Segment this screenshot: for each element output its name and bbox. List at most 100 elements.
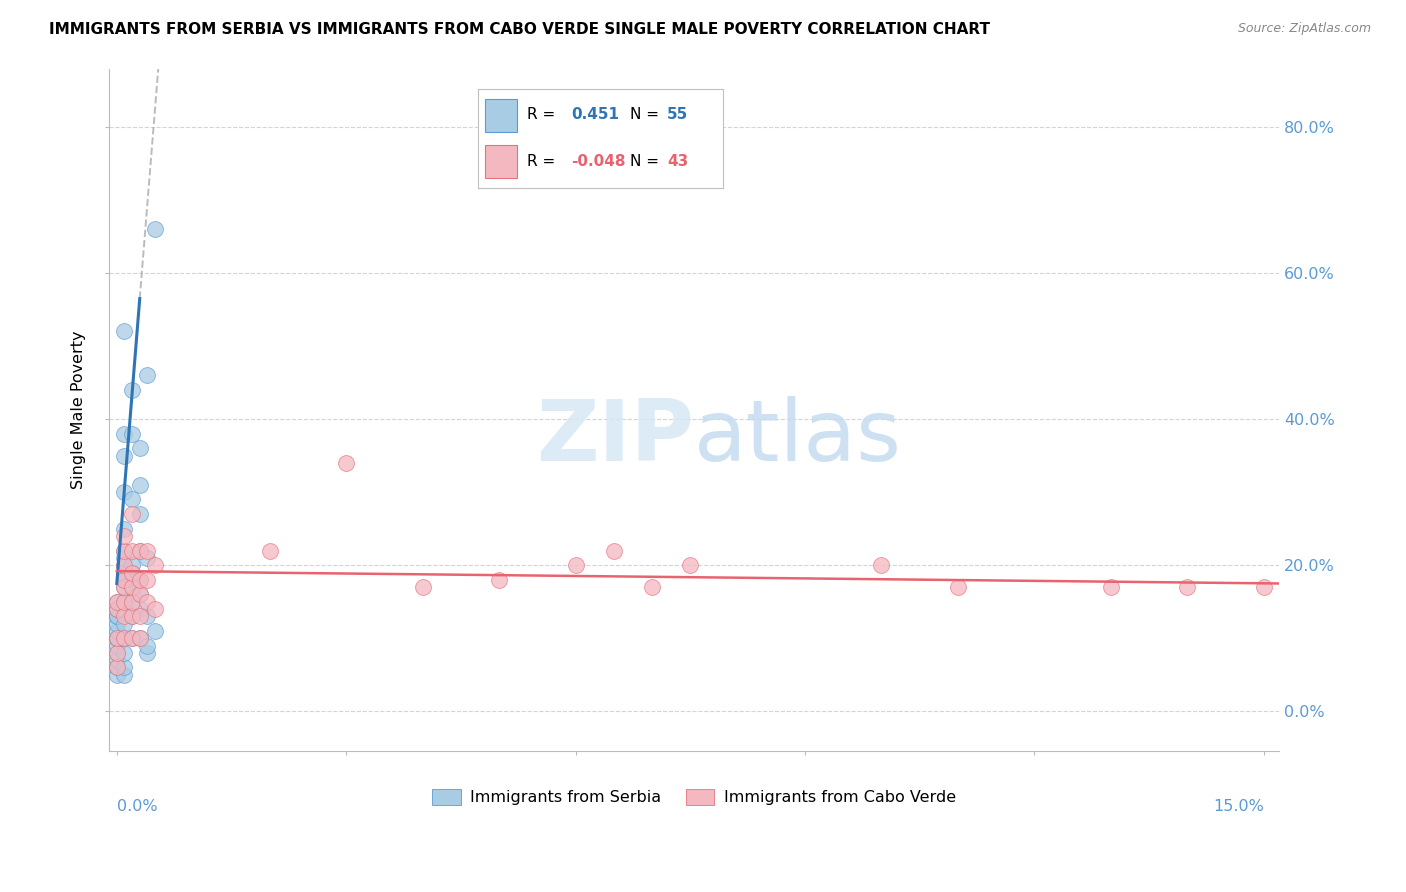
Point	[105, 667, 128, 681]
Point	[143, 624, 166, 638]
Point	[114, 426, 136, 441]
Point	[128, 442, 150, 456]
Point	[105, 639, 128, 653]
Point	[105, 609, 128, 624]
Point	[114, 325, 136, 339]
Point	[128, 602, 150, 616]
Point	[128, 573, 150, 587]
Point	[121, 558, 143, 573]
Point	[105, 632, 128, 646]
Point	[105, 653, 128, 667]
Point	[128, 507, 150, 521]
Point	[114, 573, 136, 587]
Point	[105, 646, 128, 660]
Point	[114, 609, 136, 624]
Legend: Immigrants from Serbia, Immigrants from Cabo Verde: Immigrants from Serbia, Immigrants from …	[426, 782, 963, 812]
Point	[143, 222, 166, 236]
Point	[121, 609, 143, 624]
Point	[121, 587, 143, 601]
Point	[114, 485, 136, 500]
Point	[105, 602, 128, 616]
Point	[128, 573, 150, 587]
Point	[121, 580, 143, 594]
Text: ZIP: ZIP	[536, 396, 695, 479]
Point	[121, 507, 143, 521]
Point	[1253, 580, 1275, 594]
Point	[870, 558, 893, 573]
Point	[105, 624, 128, 638]
Point	[128, 609, 150, 624]
Point	[105, 616, 128, 631]
Text: 0.0%: 0.0%	[117, 799, 157, 814]
Point	[105, 660, 128, 674]
Point	[105, 595, 128, 609]
Point	[128, 543, 150, 558]
Point	[114, 558, 136, 573]
Point	[114, 667, 136, 681]
Point	[128, 587, 150, 601]
Point	[114, 660, 136, 674]
Point	[641, 580, 664, 594]
Point	[114, 522, 136, 536]
Point	[136, 573, 159, 587]
Point	[114, 449, 136, 463]
Point	[114, 602, 136, 616]
Point	[114, 543, 136, 558]
Point	[114, 632, 136, 646]
Text: atlas: atlas	[695, 396, 903, 479]
Point	[679, 558, 702, 573]
Point	[128, 478, 150, 492]
Point	[412, 580, 434, 594]
Y-axis label: Single Male Poverty: Single Male Poverty	[72, 331, 86, 489]
Point	[114, 595, 136, 609]
Point	[603, 543, 626, 558]
Point	[121, 543, 143, 558]
Point	[114, 580, 136, 594]
Point	[105, 602, 128, 616]
Point	[114, 566, 136, 580]
Point	[143, 558, 166, 573]
Point	[335, 456, 357, 470]
Point	[121, 632, 143, 646]
Point	[105, 595, 128, 609]
Point	[1099, 580, 1122, 594]
Point	[1175, 580, 1198, 594]
Point	[114, 632, 136, 646]
Point	[105, 609, 128, 624]
Point	[114, 550, 136, 565]
Point	[128, 632, 150, 646]
Point	[128, 632, 150, 646]
Point	[121, 580, 143, 594]
Text: Source: ZipAtlas.com: Source: ZipAtlas.com	[1237, 22, 1371, 36]
Point	[114, 595, 136, 609]
Point	[121, 426, 143, 441]
Point	[114, 558, 136, 573]
Point	[105, 632, 128, 646]
Point	[136, 543, 159, 558]
Point	[136, 609, 159, 624]
Point	[114, 573, 136, 587]
Point	[488, 573, 510, 587]
Point	[121, 566, 143, 580]
Point	[121, 595, 143, 609]
Point	[564, 558, 586, 573]
Point	[121, 492, 143, 507]
Point	[136, 595, 159, 609]
Point	[114, 646, 136, 660]
Point	[114, 616, 136, 631]
Point	[259, 543, 281, 558]
Point	[121, 632, 143, 646]
Point	[128, 587, 150, 601]
Point	[946, 580, 969, 594]
Point	[121, 383, 143, 397]
Point	[136, 368, 159, 383]
Point	[121, 566, 143, 580]
Point	[136, 639, 159, 653]
Point	[143, 602, 166, 616]
Text: 15.0%: 15.0%	[1213, 799, 1264, 814]
Point	[105, 660, 128, 674]
Point	[128, 543, 150, 558]
Point	[136, 550, 159, 565]
Point	[114, 580, 136, 594]
Point	[114, 529, 136, 543]
